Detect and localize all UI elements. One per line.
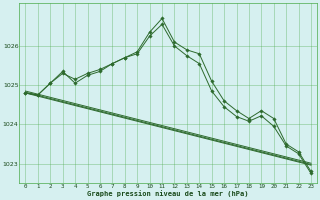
X-axis label: Graphe pression niveau de la mer (hPa): Graphe pression niveau de la mer (hPa) bbox=[87, 190, 249, 197]
